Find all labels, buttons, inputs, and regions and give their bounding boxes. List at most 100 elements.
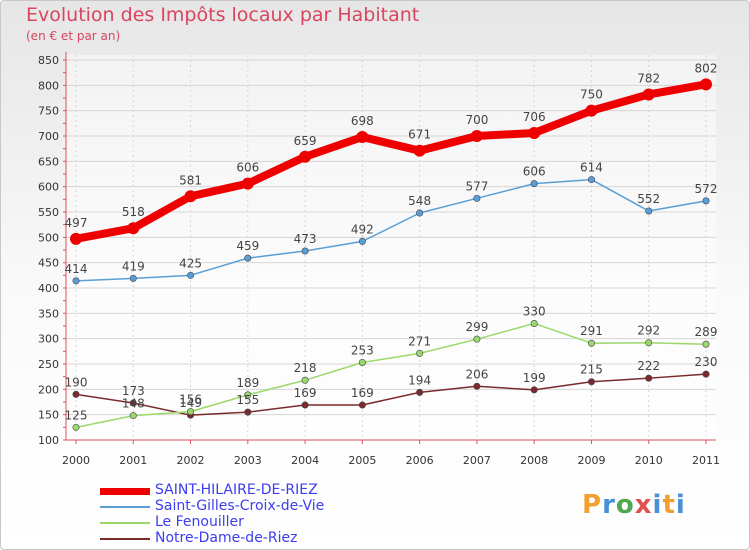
data-point (244, 254, 252, 262)
data-label: 199 (523, 371, 546, 385)
data-label: 414 (65, 262, 88, 276)
x-tick-label: 2010 (635, 454, 663, 467)
data-label: 189 (236, 376, 259, 390)
data-point (358, 237, 366, 245)
data-point (187, 271, 195, 279)
x-tick-label: 2011 (692, 454, 720, 467)
data-point (702, 197, 710, 205)
series-saint-hilaire-de-riez (70, 78, 712, 245)
y-tick-label: 750 (38, 105, 59, 118)
data-point (358, 358, 366, 366)
legend-swatch (100, 506, 150, 508)
data-label: 419 (122, 259, 145, 273)
y-tick-label: 450 (38, 257, 59, 270)
data-point (530, 319, 538, 327)
y-tick-label: 300 (38, 333, 59, 346)
data-label: 518 (122, 205, 145, 219)
data-label: 552 (637, 192, 660, 206)
data-point (642, 88, 655, 101)
legend-label: SAINT-HILAIRE-DE-RIEZ (155, 482, 318, 498)
data-point (530, 180, 538, 188)
chart-title: Evolution des Impôts locaux par Habitant (26, 4, 420, 26)
x-tick-label: 2003 (234, 454, 262, 467)
data-label: 148 (122, 397, 145, 411)
data-point (413, 144, 426, 157)
y-tick-label: 200 (38, 383, 59, 396)
x-tick-label: 2007 (463, 454, 491, 467)
data-label: 698 (351, 114, 374, 128)
data-label: 330 (523, 304, 546, 318)
data-label: 425 (179, 256, 202, 270)
data-point (416, 209, 424, 217)
y-tick-label: 600 (38, 181, 59, 194)
legend-swatch (100, 522, 150, 524)
data-point (70, 232, 82, 245)
data-label: 577 (465, 179, 488, 193)
chart-subtitle: (en € et par an) (26, 29, 121, 43)
y-tick-label: 650 (38, 155, 59, 168)
y-tick-label: 500 (38, 231, 59, 244)
x-tick-label: 2006 (406, 454, 434, 467)
data-label: 155 (236, 393, 259, 407)
x-tick-label: 2004 (291, 454, 319, 467)
data-label: 169 (294, 386, 317, 400)
data-label: 299 (465, 320, 488, 334)
series-line (75, 178, 707, 282)
series-line (75, 322, 707, 429)
data-point (587, 378, 595, 386)
data-point (473, 335, 481, 343)
data-point (587, 176, 595, 184)
data-label: 459 (236, 239, 259, 253)
legend-label: Le Fenouiller (155, 514, 244, 530)
data-point (416, 349, 424, 357)
data-point (700, 78, 712, 91)
legend-swatch (100, 487, 150, 495)
x-tick-label: 2009 (577, 454, 605, 467)
data-point (299, 150, 312, 163)
data-point (473, 382, 481, 390)
y-tick-label: 250 (38, 358, 59, 371)
legend-swatch (100, 538, 150, 540)
data-point (72, 277, 80, 285)
data-point (645, 207, 653, 215)
data-label: 194 (408, 373, 431, 387)
y-tick-label: 100 (38, 434, 59, 447)
data-point (470, 130, 483, 142)
data-label: 659 (294, 134, 317, 148)
data-label: 492 (351, 222, 374, 236)
data-label: 125 (65, 408, 88, 422)
data-label: 581 (179, 173, 202, 187)
data-label: 291 (580, 324, 603, 338)
data-label: 572 (695, 182, 718, 196)
data-label: 253 (351, 343, 374, 357)
data-label: 782 (637, 71, 660, 85)
data-point (645, 374, 653, 382)
data-label: 473 (294, 232, 317, 246)
data-label: 292 (637, 324, 660, 338)
data-point (72, 390, 80, 398)
data-point (244, 391, 252, 399)
data-label: 671 (408, 128, 431, 142)
data-label: 802 (695, 61, 718, 75)
data-point (585, 104, 598, 117)
data-label: 206 (465, 367, 488, 381)
data-label: 156 (179, 393, 202, 407)
data-label: 149 (179, 396, 202, 410)
data-point (129, 412, 137, 420)
data-point (702, 370, 710, 378)
data-point (530, 386, 538, 394)
y-tick-label: 700 (38, 130, 59, 143)
y-tick-label: 150 (38, 409, 59, 422)
data-point (127, 222, 140, 235)
y-tick-label: 850 (38, 54, 59, 67)
data-label: 750 (580, 88, 603, 102)
legend-label: Notre-Dame-de-Riez (155, 530, 298, 546)
data-point (129, 399, 137, 407)
data-label: 548 (408, 194, 431, 208)
data-label: 606 (236, 161, 259, 175)
legend-label: Saint-Gilles-Croix-de-Vie (155, 498, 325, 514)
data-point (241, 177, 254, 190)
data-label: 230 (695, 355, 718, 369)
